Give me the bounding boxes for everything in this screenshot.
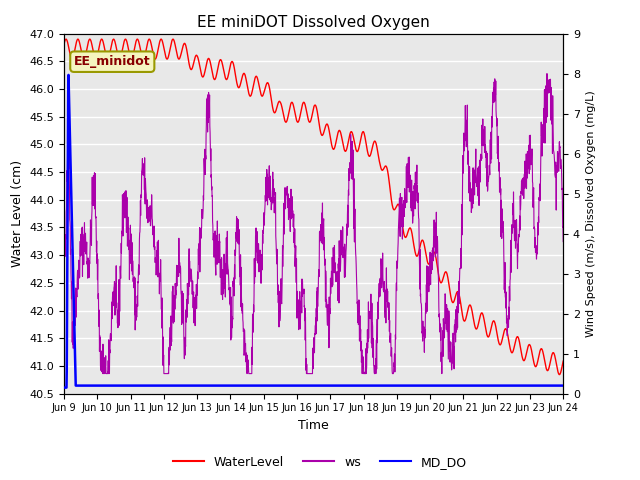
Text: EE_minidot: EE_minidot xyxy=(74,55,150,68)
Y-axis label: Wind Speed (m/s), Dissolved Oxygen (mg/L): Wind Speed (m/s), Dissolved Oxygen (mg/L… xyxy=(586,90,596,337)
Title: EE miniDOT Dissolved Oxygen: EE miniDOT Dissolved Oxygen xyxy=(197,15,430,30)
X-axis label: Time: Time xyxy=(298,419,329,432)
Y-axis label: Water Level (cm): Water Level (cm) xyxy=(11,160,24,267)
Legend: WaterLevel, ws, MD_DO: WaterLevel, ws, MD_DO xyxy=(168,451,472,474)
